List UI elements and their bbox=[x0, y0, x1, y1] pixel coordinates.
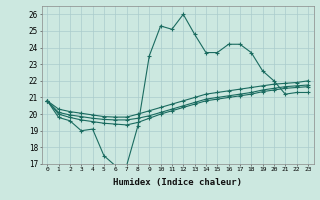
X-axis label: Humidex (Indice chaleur): Humidex (Indice chaleur) bbox=[113, 178, 242, 187]
